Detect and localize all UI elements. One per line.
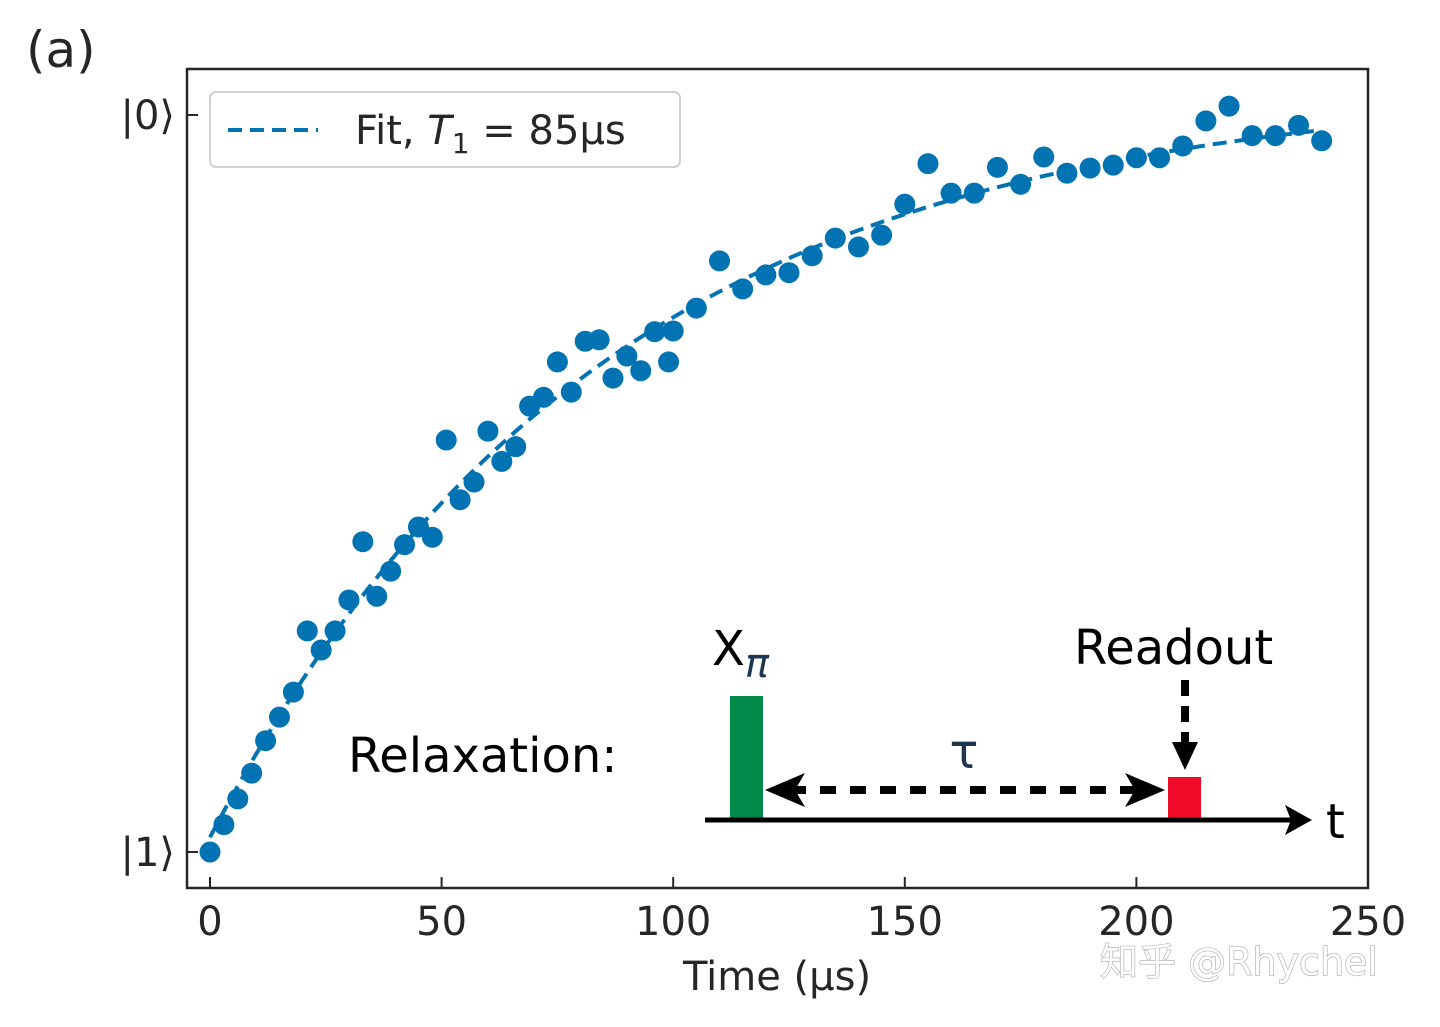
legend-box [209, 91, 681, 168]
fit-curve [208, 128, 1322, 839]
x-tick-label: 200 [1098, 899, 1174, 945]
data-point [1033, 146, 1055, 168]
time-axis-label: t [1326, 794, 1345, 850]
data-point [1172, 135, 1194, 157]
data-point [533, 386, 555, 408]
data-point [602, 367, 624, 389]
data-point [778, 262, 800, 284]
legend-label-suffix: = 85μs [470, 108, 626, 154]
data-point [366, 585, 388, 607]
data-point [1195, 110, 1217, 132]
data-point [227, 788, 249, 810]
x-pi-pulse [730, 696, 763, 820]
panel-label: (a) [26, 21, 96, 79]
fit-curve-group [208, 128, 1322, 839]
data-point [199, 841, 221, 863]
data-point [421, 526, 443, 548]
data-point [662, 320, 684, 342]
legend-label-prefix: Fit, [355, 108, 427, 154]
data-point [917, 153, 939, 175]
data-point [1311, 130, 1333, 152]
y-tick-label: |1⟩ [120, 830, 175, 876]
pulse-label: Xπ [712, 621, 770, 687]
x-tick-label: 50 [416, 899, 467, 945]
data-point [546, 351, 568, 373]
data-point [449, 489, 471, 511]
readout-arrow-head-icon [1172, 742, 1198, 770]
data-point [685, 297, 707, 319]
axes-frame [185, 67, 1370, 890]
time-axis-arrow-head-icon [1285, 805, 1312, 835]
legend: Fit, T1 = 85μs [209, 91, 681, 168]
data-point [871, 224, 893, 246]
sequence-label: Relaxation: [348, 728, 617, 784]
pulse-label-x: X [712, 621, 745, 677]
data-point [630, 360, 652, 382]
legend-label: Fit, T1 = 85μs [355, 108, 626, 160]
delay-arrow-left-head-icon [765, 773, 805, 807]
data-point [296, 620, 318, 642]
data-point [588, 329, 610, 351]
pulse-label-subscript: π [745, 641, 770, 687]
data-point [894, 193, 916, 215]
data-point [1149, 147, 1171, 169]
y-tick-label: |0⟩ [120, 93, 175, 139]
data-point [1218, 95, 1240, 117]
data-point [986, 156, 1008, 178]
data-point [560, 381, 582, 403]
data-point [801, 245, 823, 267]
x-axis-label: Time (μs) [682, 954, 871, 1000]
data-point [847, 236, 869, 258]
x-tick-label: 150 [867, 899, 943, 945]
data-point [491, 450, 513, 472]
data-point [477, 420, 499, 442]
data-point [709, 250, 731, 272]
x-axis-ticks: 0 50 100 150 200 250 [197, 877, 1406, 945]
y-axis-ticks: |1⟩ |0⟩ [120, 93, 198, 876]
data-point [1102, 154, 1124, 176]
legend-label-symbol: T [427, 108, 455, 154]
delay-arrow-right-head-icon [1125, 773, 1165, 807]
tau-label: τ [950, 724, 979, 780]
data-point [352, 531, 374, 553]
data-point [1056, 162, 1078, 184]
readout-pulse [1168, 777, 1201, 820]
x-tick-label: 0 [197, 899, 222, 945]
watermark: 知乎 @Rhychel [1100, 940, 1378, 984]
x-tick-label: 100 [635, 899, 711, 945]
readout-label: Readout [1074, 620, 1273, 676]
data-point [1010, 173, 1032, 195]
data-point [505, 436, 527, 458]
legend-label-subscript: 1 [452, 127, 470, 160]
x-tick-label: 250 [1330, 899, 1406, 945]
data-point [963, 182, 985, 204]
data-point [1264, 125, 1286, 147]
data-point [755, 264, 777, 286]
data-point [1241, 125, 1263, 147]
data-point [380, 560, 402, 582]
data-point [213, 814, 235, 836]
data-point [1079, 157, 1101, 179]
data-point [435, 429, 457, 451]
data-point [658, 351, 680, 373]
data-point [338, 589, 360, 611]
pulse-sequence-inset: Relaxation: Xπ Readout τ t [348, 620, 1345, 850]
